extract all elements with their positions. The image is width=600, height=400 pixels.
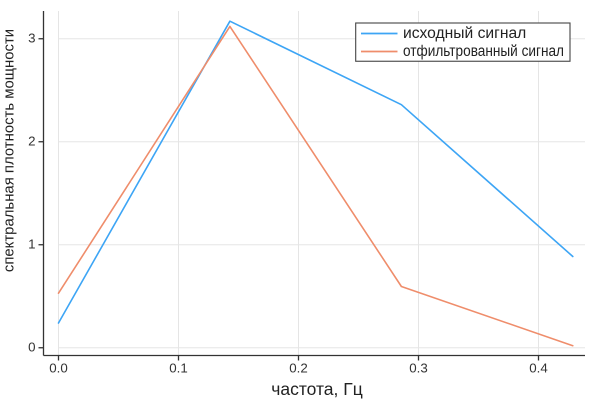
svg-text:0: 0 (28, 340, 35, 355)
svg-text:0.1: 0.1 (169, 361, 188, 376)
svg-text:отфильтрованный сигнал: отфильтрованный сигнал (403, 43, 564, 60)
svg-text:1: 1 (28, 237, 35, 252)
svg-text:0.2: 0.2 (289, 361, 308, 376)
svg-text:2: 2 (28, 134, 35, 149)
svg-text:0.0: 0.0 (49, 361, 68, 376)
svg-text:исходный сигнал: исходный сигнал (403, 25, 526, 42)
svg-text:частота, Гц: частота, Гц (271, 379, 363, 399)
svg-text:3: 3 (28, 31, 35, 46)
svg-text:спектральная плотность мощност: спектральная плотность мощности (2, 29, 18, 272)
svg-text:0.3: 0.3 (409, 361, 428, 376)
svg-text:0.4: 0.4 (529, 361, 548, 376)
